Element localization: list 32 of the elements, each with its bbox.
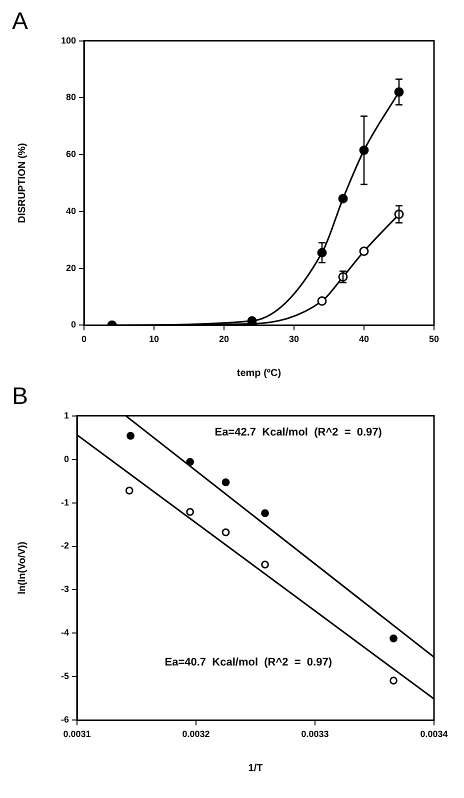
x-tick-label: 0.0031 <box>63 729 91 740</box>
x-axis-title: 1/T <box>248 762 263 774</box>
y-tick-label: 0 <box>71 320 76 330</box>
x-tick-label: 40 <box>358 334 370 344</box>
x-tick-label: 0 <box>82 334 87 344</box>
x-tick-label: 0.0032 <box>182 729 210 740</box>
y-tick-label: 1 <box>64 410 69 420</box>
x-tick-label: 0.0034 <box>420 729 448 740</box>
y-tick-label: 100 <box>60 35 76 46</box>
x-tick-label: 30 <box>289 334 300 344</box>
y-axis-title: ln(ln(Vo/V)) <box>16 542 28 594</box>
y-tick-label: 80 <box>66 92 76 102</box>
y-tick-label: -1 <box>60 497 69 508</box>
y-tick-label: 0 <box>64 454 69 464</box>
x-tick-label: 50 <box>428 334 440 344</box>
chart-title: B <box>12 383 28 410</box>
y-tick-label: -5 <box>60 671 69 682</box>
y-tick-label: -4 <box>60 628 69 638</box>
x-tick-label: 0.0033 <box>301 729 329 740</box>
x-tick-label: 20 <box>219 334 230 344</box>
y-tick-label: -2 <box>60 540 69 551</box>
annotation: Ea=40.7 Kcal/mol (R^2 = 0.97) <box>164 656 332 668</box>
y-tick-label: 40 <box>66 206 76 216</box>
y-axis-title: DISRUPTION (%) <box>16 143 28 223</box>
chart-title: A <box>12 8 28 36</box>
annotation: Ea=42.7 Kcal/mol (R^2 = 0.97) <box>214 426 382 439</box>
y-tick-label: 20 <box>66 262 76 273</box>
y-tick-label: -6 <box>60 714 69 725</box>
y-tick-label: -3 <box>60 584 69 594</box>
x-tick-label: 10 <box>149 334 160 344</box>
x-axis-title: temp (ºC) <box>236 368 282 379</box>
y-tick-label: 60 <box>66 149 76 160</box>
